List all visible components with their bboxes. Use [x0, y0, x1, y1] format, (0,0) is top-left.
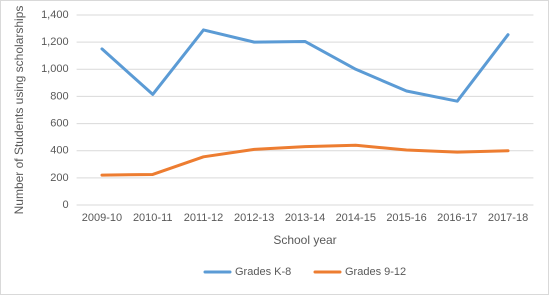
- y-tick-label: 200: [50, 172, 68, 184]
- x-tick-label: 2016-17: [437, 212, 477, 224]
- x-tick-label: 2014-15: [336, 212, 376, 224]
- y-tick-label: 1,200: [41, 36, 69, 48]
- x-tick-label: 2010-11: [133, 212, 173, 224]
- y-tick-label: 400: [50, 145, 68, 157]
- x-tick-label: 2009-10: [82, 212, 122, 224]
- y-tick-label: 600: [50, 117, 68, 129]
- legend-label: Grades 9-12: [345, 266, 406, 278]
- x-tick-label: 2011-12: [184, 212, 224, 224]
- y-tick-label: 0: [62, 199, 68, 211]
- y-tick-label: 1,400: [41, 9, 69, 21]
- y-tick-label: 1,000: [41, 63, 69, 75]
- data-line: [100, 143, 510, 177]
- x-tick-label: 2013-14: [285, 212, 325, 224]
- x-axis-title: School year: [273, 233, 336, 247]
- x-tick-label: 2015-16: [386, 212, 426, 224]
- legend-label: Grades K-8: [235, 266, 291, 278]
- x-tick-label: 2012-13: [234, 212, 274, 224]
- data-line: [100, 28, 510, 103]
- y-axis-title: Number of Students using scholarships: [12, 6, 26, 215]
- x-tick-label: 2017-18: [488, 212, 528, 224]
- y-tick-label: 800: [50, 90, 68, 102]
